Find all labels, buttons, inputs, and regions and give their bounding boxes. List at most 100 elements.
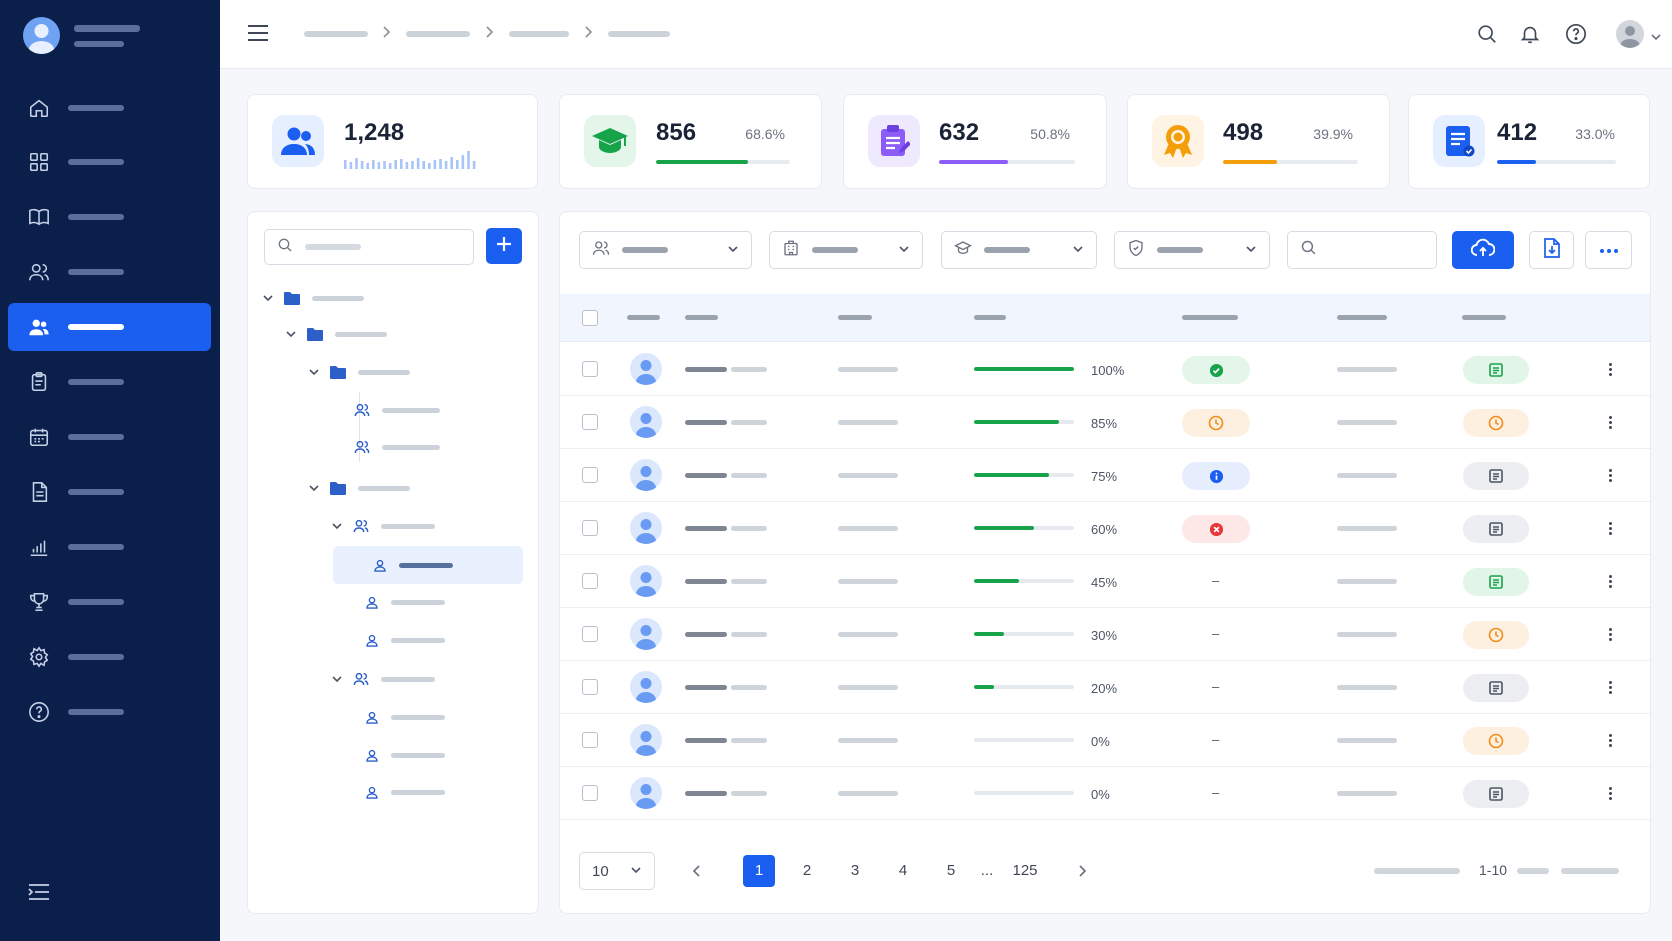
record-button[interactable] xyxy=(1463,356,1529,384)
breadcrumb-item[interactable] xyxy=(406,31,470,37)
record-button[interactable] xyxy=(1463,727,1529,755)
row-checkbox[interactable] xyxy=(582,414,598,430)
tree-node[interactable] xyxy=(365,773,445,811)
table-row[interactable]: 75% xyxy=(560,449,1650,502)
nav-item-achievements[interactable] xyxy=(8,578,211,626)
chevron-down-icon[interactable] xyxy=(308,483,320,493)
row-checkbox[interactable] xyxy=(582,520,598,536)
chevron-down-icon[interactable] xyxy=(308,367,320,377)
help-circle-icon[interactable] xyxy=(1565,23,1587,45)
bell-icon[interactable] xyxy=(1519,23,1541,45)
export-button[interactable] xyxy=(1529,231,1574,269)
row-more-icon[interactable] xyxy=(1609,679,1613,696)
tree-node[interactable] xyxy=(333,546,523,584)
hamburger-menu-icon[interactable] xyxy=(247,24,269,42)
record-button[interactable] xyxy=(1463,462,1529,490)
page-button-1[interactable]: 1 xyxy=(743,855,775,887)
page-button-last[interactable]: 125 xyxy=(1012,862,1038,879)
column-header[interactable] xyxy=(627,315,660,320)
row-more-icon[interactable] xyxy=(1609,467,1613,484)
chevron-down-icon[interactable] xyxy=(285,329,297,339)
next-page-icon[interactable] xyxy=(1077,864,1087,883)
nav-item-courses[interactable] xyxy=(8,193,211,241)
tree-node[interactable] xyxy=(331,507,435,545)
column-header[interactable] xyxy=(1337,315,1387,320)
user-menu[interactable] xyxy=(1616,20,1664,48)
table-row[interactable]: 0% – xyxy=(560,767,1650,820)
record-button[interactable] xyxy=(1463,621,1529,649)
chevron-down-icon[interactable] xyxy=(331,674,343,684)
profile-avatar[interactable] xyxy=(23,17,60,54)
tree-node[interactable] xyxy=(331,660,435,698)
row-checkbox[interactable] xyxy=(582,785,598,801)
page-button-2[interactable]: 2 xyxy=(802,862,812,879)
page-button-3[interactable]: 3 xyxy=(850,862,860,879)
breadcrumb-item[interactable] xyxy=(304,31,368,37)
tree-node[interactable] xyxy=(262,279,364,317)
row-checkbox[interactable] xyxy=(582,626,598,642)
row-checkbox[interactable] xyxy=(582,573,598,589)
add-node-button[interactable] xyxy=(486,228,522,264)
row-more-icon[interactable] xyxy=(1609,626,1613,643)
nav-item-users[interactable] xyxy=(8,303,211,351)
nav-item-calendar[interactable] xyxy=(8,413,211,461)
chevron-down-icon[interactable] xyxy=(331,521,343,531)
tree-node[interactable] xyxy=(354,428,440,466)
tree-search-input[interactable] xyxy=(264,229,474,265)
record-button[interactable] xyxy=(1463,674,1529,702)
row-checkbox[interactable] xyxy=(582,679,598,695)
row-more-icon[interactable] xyxy=(1609,785,1613,802)
row-more-icon[interactable] xyxy=(1609,520,1613,537)
search-icon[interactable] xyxy=(1476,23,1498,45)
breadcrumb-item[interactable] xyxy=(509,31,569,37)
nav-item-assignments[interactable] xyxy=(8,358,211,406)
row-more-icon[interactable] xyxy=(1609,414,1613,431)
column-header[interactable] xyxy=(1462,315,1506,320)
tree-node[interactable] xyxy=(365,621,445,659)
column-header[interactable] xyxy=(838,315,872,320)
user-filter-dropdown[interactable] xyxy=(579,231,752,269)
column-header[interactable] xyxy=(974,315,1006,320)
row-more-icon[interactable] xyxy=(1609,732,1613,749)
table-search-input[interactable] xyxy=(1287,231,1437,269)
tree-node[interactable] xyxy=(354,391,440,429)
row-checkbox[interactable] xyxy=(582,361,598,377)
record-button[interactable] xyxy=(1463,780,1529,808)
upload-button[interactable] xyxy=(1452,231,1514,269)
select-all-checkbox[interactable] xyxy=(582,310,598,326)
nav-item-home[interactable] xyxy=(8,84,211,132)
chevron-down-icon[interactable] xyxy=(262,293,274,303)
nav-item-dashboard[interactable] xyxy=(8,138,211,186)
nav-item-help[interactable] xyxy=(8,688,211,736)
table-row[interactable]: 30% – xyxy=(560,608,1650,661)
tree-node[interactable] xyxy=(365,736,445,774)
tree-node[interactable] xyxy=(365,698,445,736)
tree-node[interactable] xyxy=(285,315,387,353)
department-filter-dropdown[interactable] xyxy=(769,231,923,269)
nav-item-settings[interactable] xyxy=(8,633,211,681)
previous-page-icon[interactable] xyxy=(692,864,702,883)
column-header[interactable] xyxy=(685,315,718,320)
row-more-icon[interactable] xyxy=(1609,361,1613,378)
record-button[interactable] xyxy=(1463,515,1529,543)
course-filter-dropdown[interactable] xyxy=(941,231,1097,269)
table-row[interactable]: 20% – xyxy=(560,661,1650,714)
nav-item-documents[interactable] xyxy=(8,468,211,516)
nav-item-groups[interactable] xyxy=(8,248,211,296)
row-checkbox[interactable] xyxy=(582,732,598,748)
table-row[interactable]: 45% – xyxy=(560,555,1650,608)
collapse-menu-icon[interactable] xyxy=(28,883,50,901)
row-checkbox[interactable] xyxy=(582,467,598,483)
column-header[interactable] xyxy=(1182,315,1238,320)
record-button[interactable] xyxy=(1463,409,1529,437)
row-more-icon[interactable] xyxy=(1609,573,1613,590)
page-button-4[interactable]: 4 xyxy=(898,862,908,879)
page-size-select[interactable]: 10 xyxy=(579,852,655,890)
nav-item-reports[interactable] xyxy=(8,523,211,571)
table-row[interactable]: 85% xyxy=(560,396,1650,449)
tree-node[interactable] xyxy=(365,583,445,621)
table-row[interactable]: 0% – xyxy=(560,714,1650,767)
status-filter-dropdown[interactable] xyxy=(1114,231,1270,269)
table-row[interactable]: 100% xyxy=(560,343,1650,396)
page-button-5[interactable]: 5 xyxy=(946,862,956,879)
